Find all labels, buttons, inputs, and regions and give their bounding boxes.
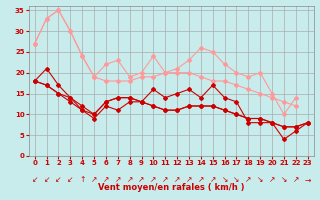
Text: ↗: ↗ bbox=[245, 175, 252, 184]
Text: →: → bbox=[304, 175, 311, 184]
Text: ↘: ↘ bbox=[233, 175, 240, 184]
Text: ↙: ↙ bbox=[67, 175, 74, 184]
Text: ↗: ↗ bbox=[138, 175, 145, 184]
Text: ↘: ↘ bbox=[281, 175, 287, 184]
Text: ↗: ↗ bbox=[150, 175, 156, 184]
Text: ↑: ↑ bbox=[79, 175, 85, 184]
Text: ↙: ↙ bbox=[32, 175, 38, 184]
Text: ↘: ↘ bbox=[257, 175, 263, 184]
Text: ↘: ↘ bbox=[221, 175, 228, 184]
Text: ↗: ↗ bbox=[198, 175, 204, 184]
Text: ↗: ↗ bbox=[292, 175, 299, 184]
Text: ↗: ↗ bbox=[103, 175, 109, 184]
Text: ↗: ↗ bbox=[91, 175, 97, 184]
Text: ↗: ↗ bbox=[115, 175, 121, 184]
X-axis label: Vent moyen/en rafales ( km/h ): Vent moyen/en rafales ( km/h ) bbox=[98, 183, 244, 192]
Text: ↗: ↗ bbox=[126, 175, 133, 184]
Text: ↙: ↙ bbox=[55, 175, 62, 184]
Text: ↗: ↗ bbox=[186, 175, 192, 184]
Text: ↗: ↗ bbox=[162, 175, 168, 184]
Text: ↙: ↙ bbox=[44, 175, 50, 184]
Text: ↗: ↗ bbox=[174, 175, 180, 184]
Text: ↗: ↗ bbox=[269, 175, 275, 184]
Text: ↗: ↗ bbox=[210, 175, 216, 184]
